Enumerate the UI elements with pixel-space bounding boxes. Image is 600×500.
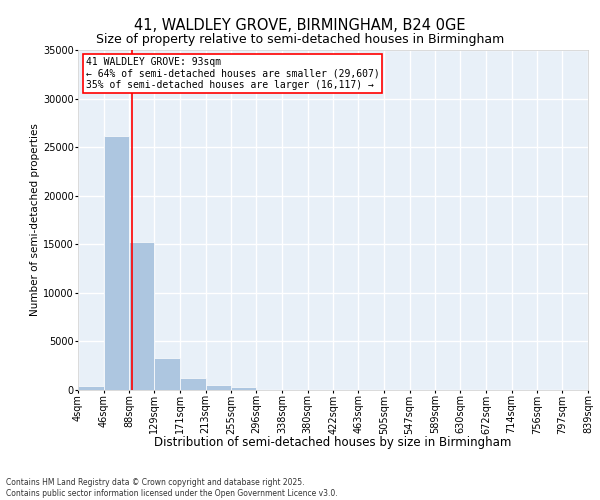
Bar [206,385,232,390]
Text: 41, WALDLEY GROVE, BIRMINGHAM, B24 0GE: 41, WALDLEY GROVE, BIRMINGHAM, B24 0GE [134,18,466,32]
X-axis label: Distribution of semi-detached houses by size in Birmingham: Distribution of semi-detached houses by … [154,436,512,450]
Y-axis label: Number of semi-detached properties: Number of semi-detached properties [30,124,40,316]
Text: 41 WALDLEY GROVE: 93sqm
← 64% of semi-detached houses are smaller (29,607)
35% o: 41 WALDLEY GROVE: 93sqm ← 64% of semi-de… [86,57,379,90]
Bar [154,358,180,390]
Bar [104,136,130,390]
Bar [130,242,154,390]
Bar [78,386,104,390]
Bar [232,387,256,390]
Text: Size of property relative to semi-detached houses in Birmingham: Size of property relative to semi-detach… [96,32,504,46]
Text: Contains HM Land Registry data © Crown copyright and database right 2025.
Contai: Contains HM Land Registry data © Crown c… [6,478,338,498]
Bar [180,378,206,390]
